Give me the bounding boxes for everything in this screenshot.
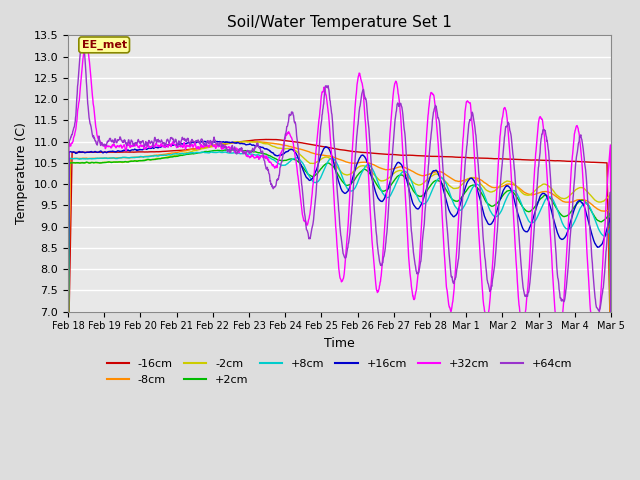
+32cm: [162, 144, 170, 150]
+2cm: [342, 182, 350, 188]
+32cm: [82, 38, 90, 44]
+8cm: [215, 149, 223, 155]
+8cm: [74, 156, 82, 162]
+64cm: [342, 254, 350, 260]
-16cm: [310, 142, 317, 148]
+2cm: [230, 147, 237, 153]
+64cm: [573, 154, 580, 160]
+32cm: [74, 105, 82, 110]
+32cm: [591, 342, 599, 348]
-16cm: [266, 136, 273, 142]
+8cm: [439, 176, 447, 181]
-16cm: [342, 147, 350, 153]
-16cm: [607, 374, 615, 380]
Line: -2cm: -2cm: [68, 141, 611, 386]
+2cm: [161, 155, 169, 161]
+32cm: [64, 329, 72, 335]
+64cm: [310, 212, 317, 218]
+2cm: [74, 160, 82, 166]
-8cm: [573, 197, 580, 203]
-8cm: [161, 151, 169, 157]
+32cm: [342, 248, 350, 254]
-2cm: [74, 160, 82, 166]
+64cm: [162, 141, 170, 147]
-2cm: [439, 176, 447, 181]
-16cm: [161, 148, 169, 154]
+16cm: [64, 378, 72, 384]
Legend: -16cm, -8cm, -2cm, +2cm, +8cm, +16cm, +32cm, +64cm: -16cm, -8cm, -2cm, +2cm, +8cm, +16cm, +3…: [102, 355, 577, 389]
+32cm: [607, 325, 615, 331]
-16cm: [74, 149, 82, 155]
Line: +2cm: +2cm: [68, 150, 611, 386]
+8cm: [161, 153, 169, 158]
-8cm: [310, 151, 317, 156]
+2cm: [439, 181, 447, 187]
+16cm: [573, 201, 580, 207]
+16cm: [607, 345, 615, 350]
-16cm: [64, 369, 72, 374]
+64cm: [74, 77, 82, 83]
+2cm: [573, 202, 580, 207]
+32cm: [310, 174, 317, 180]
+8cm: [342, 184, 350, 190]
-16cm: [439, 154, 447, 159]
+8cm: [573, 215, 580, 220]
Line: +8cm: +8cm: [68, 152, 611, 384]
-8cm: [607, 394, 615, 399]
-2cm: [161, 155, 169, 161]
+8cm: [607, 368, 615, 373]
+64cm: [64, 327, 72, 333]
Line: -16cm: -16cm: [68, 139, 611, 377]
-16cm: [573, 158, 580, 164]
-2cm: [342, 172, 350, 178]
+16cm: [342, 190, 350, 196]
Line: -8cm: -8cm: [68, 142, 611, 396]
+64cm: [607, 353, 615, 359]
+32cm: [439, 221, 447, 227]
Title: Soil/Water Temperature Set 1: Soil/Water Temperature Set 1: [227, 15, 452, 30]
-2cm: [64, 383, 72, 389]
+16cm: [201, 139, 209, 144]
+2cm: [310, 173, 317, 179]
-2cm: [310, 160, 317, 166]
+2cm: [64, 384, 72, 389]
-8cm: [439, 170, 447, 176]
-2cm: [573, 187, 580, 192]
-8cm: [64, 366, 72, 372]
+2cm: [607, 358, 615, 364]
+16cm: [310, 172, 317, 178]
+16cm: [161, 144, 169, 150]
+16cm: [74, 149, 82, 155]
Y-axis label: Temperature (C): Temperature (C): [15, 122, 28, 225]
-8cm: [342, 159, 350, 165]
-2cm: [240, 138, 248, 144]
+16cm: [439, 184, 447, 190]
Line: +16cm: +16cm: [68, 142, 611, 381]
+8cm: [310, 180, 317, 185]
Text: EE_met: EE_met: [82, 40, 127, 50]
-8cm: [243, 139, 250, 144]
+64cm: [439, 161, 447, 167]
Line: +32cm: +32cm: [68, 41, 611, 345]
-2cm: [607, 358, 615, 364]
-8cm: [74, 156, 82, 161]
+32cm: [573, 123, 580, 129]
X-axis label: Time: Time: [324, 337, 355, 350]
+64cm: [79, 36, 86, 41]
Line: +64cm: +64cm: [68, 38, 611, 356]
+8cm: [64, 381, 72, 387]
